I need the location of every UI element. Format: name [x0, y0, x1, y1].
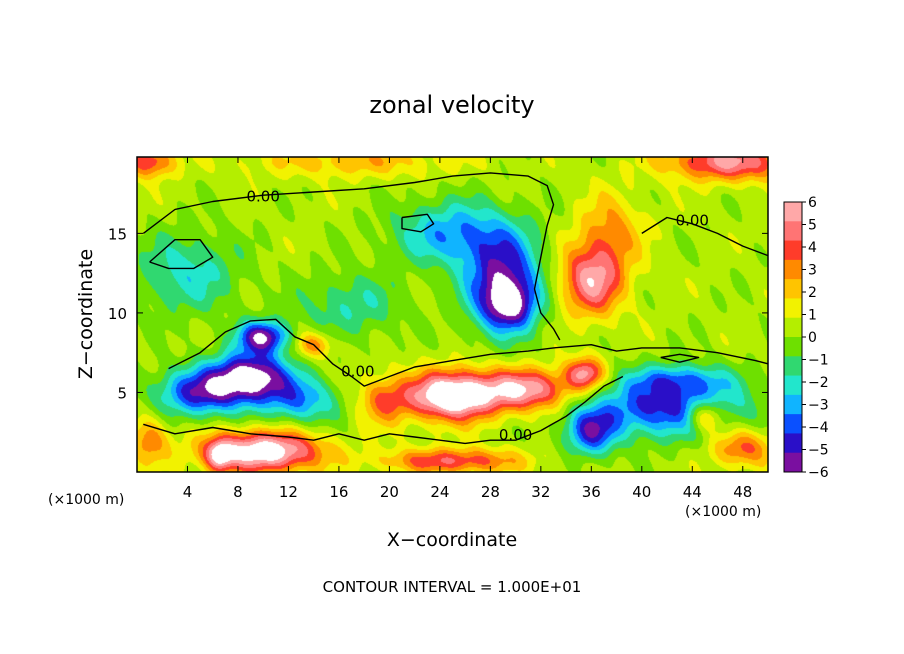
x-tick-label: 48	[733, 483, 752, 501]
x-unit-right: (×1000 m)	[685, 504, 761, 520]
contour-label-1: 0.00	[676, 211, 709, 229]
chart-title: zonal velocity	[369, 91, 534, 119]
colorbar-segment	[784, 414, 802, 434]
colorbar	[783, 201, 803, 473]
colorbar-segment	[784, 259, 802, 280]
colorbar-tick-label: −5	[808, 443, 829, 459]
contour-layer: 0.00 0.00 0.00 0.00	[142, 172, 769, 445]
colorbar-segment	[784, 433, 802, 454]
colorbar-tick-label: −1	[808, 353, 829, 369]
colorbar-tick-label: −3	[808, 398, 829, 414]
x-tick-label: 20	[380, 483, 399, 501]
colorbar-tick-label: 4	[808, 240, 817, 256]
x-tick-label: 16	[329, 483, 348, 501]
plot-frame	[136, 156, 769, 473]
contour-line-5	[149, 239, 214, 270]
colorbar-tick-label: −2	[808, 375, 829, 391]
x-tick-label: 40	[632, 483, 651, 501]
colorbar-tick-label: −6	[808, 465, 829, 481]
x-tick-label: 44	[683, 483, 702, 501]
x-tick-label: 4	[183, 483, 193, 501]
colorbar-tick-label: −4	[808, 420, 829, 436]
colorbar-segment	[784, 394, 802, 415]
colorbar-segment	[784, 202, 802, 222]
y-tick-label: 10	[108, 305, 127, 323]
colorbar-tick-label: 1	[808, 308, 817, 324]
x-unit-left: (×1000 m)	[48, 492, 124, 508]
y-axis-label: Z−coordinate	[75, 249, 97, 379]
x-tick-label: 8	[233, 483, 243, 501]
colorbar-segment	[784, 298, 802, 319]
x-tick-label: 24	[430, 483, 449, 501]
heatmap-container	[137, 157, 768, 472]
colorbar-ticks: 6 5 4 3 2 1 0 −1 −2 −3 −4 −5 −6	[802, 195, 829, 481]
contour-line-0	[142, 172, 561, 341]
x-tick-label: 32	[531, 483, 550, 501]
x-tick-label: 12	[279, 483, 298, 501]
contour-line-2	[168, 318, 769, 387]
x-tick-label: 36	[582, 483, 601, 501]
contour-line-3	[143, 375, 624, 445]
colorbar-segment	[784, 452, 802, 473]
colorbar-segment	[784, 356, 802, 377]
colorbar-segment	[784, 317, 802, 338]
colorbar-tick-label: 3	[808, 263, 817, 279]
contour-label-3: 0.00	[499, 426, 532, 444]
colorbar-segment	[784, 337, 802, 357]
contour-label-0: 0.00	[246, 188, 279, 206]
y-tick-label: 15	[108, 225, 127, 243]
colorbar-segment	[784, 279, 802, 299]
contour-interval-note: CONTOUR INTERVAL = 1.000E+01	[323, 578, 582, 596]
heatmap-canvas	[137, 157, 768, 472]
colorbar-segment	[784, 240, 802, 261]
x-axis-label: X−coordinate	[387, 529, 517, 551]
colorbar-tick-label: 6	[808, 195, 817, 211]
y-axis-ticks: 5 10 15	[108, 225, 768, 402]
y-tick-label: 5	[117, 384, 127, 402]
colorbar-tick-label: 0	[808, 330, 817, 346]
contour-label-2: 0.00	[341, 363, 374, 381]
contour-line-6	[660, 353, 700, 363]
colorbar-segment	[784, 375, 802, 396]
colorbar-segment	[784, 221, 802, 242]
contour-line-4	[401, 213, 435, 233]
colorbar-tick-label: 2	[808, 285, 817, 301]
x-axis-ticks: 4 8 12 16 20 24 28 32 36 40 44 48	[183, 157, 752, 501]
colorbar-tick-label: 5	[808, 218, 817, 234]
contour-line-1	[641, 216, 769, 257]
x-tick-label: 28	[481, 483, 500, 501]
